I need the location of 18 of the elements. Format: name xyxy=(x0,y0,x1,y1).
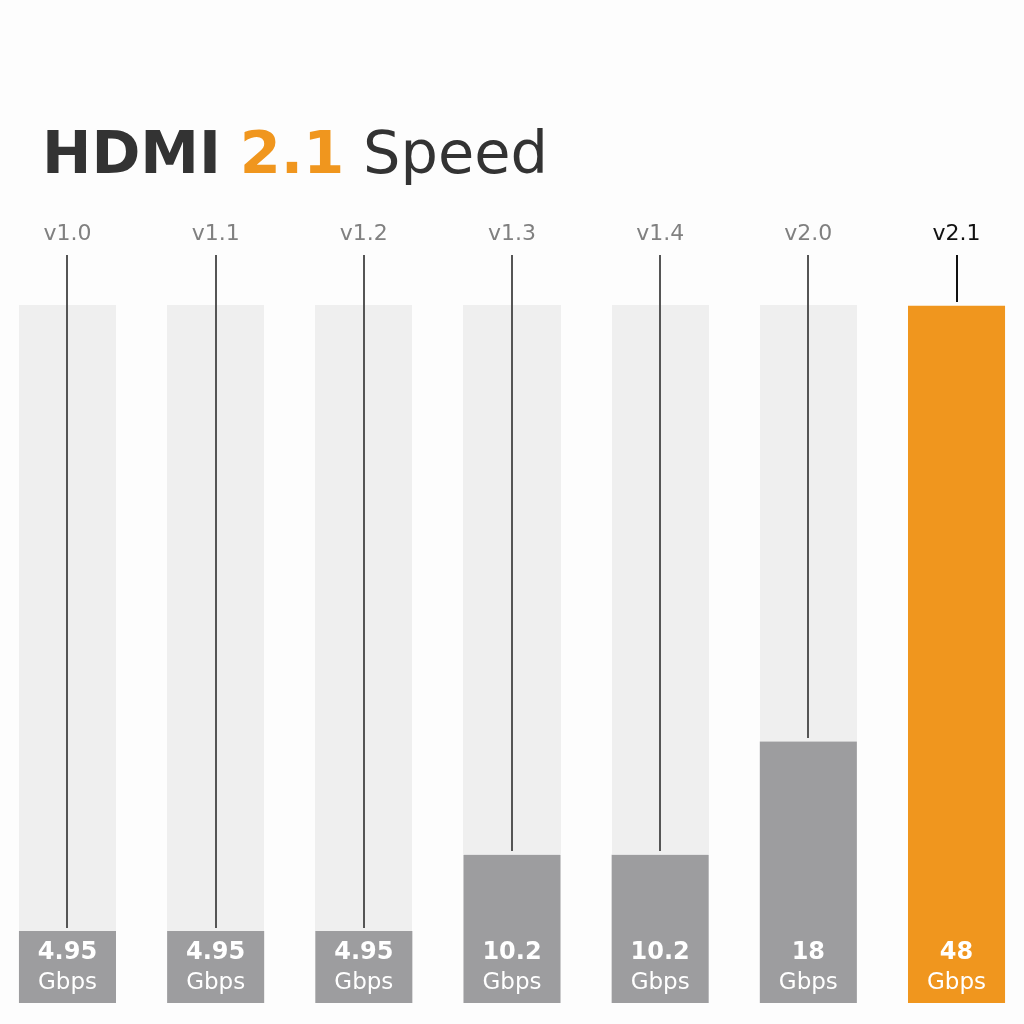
x-tick-label: v1.0 xyxy=(43,219,92,245)
x-tick-label: v1.3 xyxy=(487,219,537,245)
bar xyxy=(611,854,709,1003)
x-tick-label: v1.4 xyxy=(636,219,685,245)
data-label: 48 Gbps xyxy=(927,937,987,994)
data-label: 4.95 Gbps xyxy=(334,937,394,994)
x-tick-label: v1.1 xyxy=(191,219,240,245)
bar xyxy=(908,305,1006,1003)
bar xyxy=(463,854,561,1003)
chart-title: HDMI 2.1 Speed xyxy=(42,118,549,187)
data-label: 10.2 Gbps xyxy=(482,937,542,994)
data-label: 10.2 Gbps xyxy=(630,937,690,994)
data-label: 4.95 Gbps xyxy=(37,937,98,994)
data-label: 18 Gbps xyxy=(778,937,838,994)
x-tick-label: v2.0 xyxy=(784,219,833,245)
data-label: 4.95 Gbps xyxy=(186,937,246,994)
x-tick-label: v1.2 xyxy=(339,219,388,245)
x-tick-label: v2.1 xyxy=(932,219,981,245)
